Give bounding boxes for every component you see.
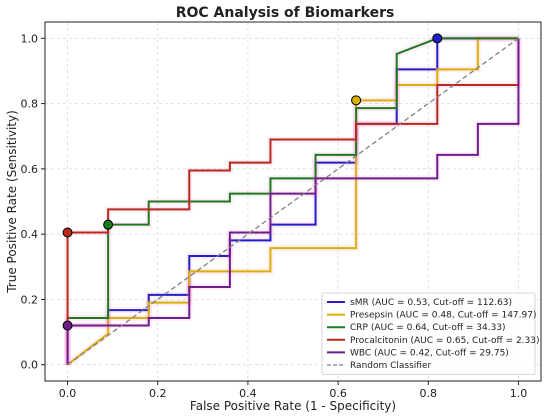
procalcitonin-legend-label: Procalcitonin (AUC = 0.65, Cut-off = 2.3…: [350, 336, 540, 346]
grid-lines: [45, 22, 541, 381]
x-tick-label: 0.6: [329, 387, 347, 400]
x-tick-label: 1.0: [510, 387, 528, 400]
smr-cutoff-point: [432, 33, 443, 44]
x-tick-label: 0.4: [239, 387, 257, 400]
x-tick-label: 0.0: [59, 387, 77, 400]
presepsin-series-line: [66, 37, 519, 366]
plot-frame: [44, 21, 542, 382]
cutoff-points: [62, 33, 443, 331]
random-series-line: [67, 37, 519, 366]
crp-series-line: [66, 37, 519, 365]
x-axis-label: False Positive Rate (1 - Specificity): [190, 399, 396, 413]
wbc-cutoff-point: [62, 320, 73, 331]
x-tick-label: 0.8: [420, 387, 438, 400]
x-tick-label: 0.2: [149, 387, 167, 400]
crp-legend-label: CRP (AUC = 0.64, Cut-off = 34.33): [350, 323, 506, 333]
y-tick-label: 1.0: [21, 32, 39, 45]
legend-box: [321, 292, 536, 375]
wbc-series-line: [66, 38, 520, 365]
presepsin-legend-label: Presepsin (AUC = 0.48, Cut-off = 147.97): [350, 311, 536, 321]
random-legend-label: Random Classifier: [350, 361, 432, 371]
series-lines: [64, 35, 522, 368]
y-tick-label: 0.8: [21, 98, 39, 111]
y-tick-label: 0.2: [21, 293, 39, 306]
y-axis-label: True Positive Rate (Sensitivity): [5, 110, 19, 294]
crp-cutoff-point: [103, 219, 114, 230]
axis-ticks: 0.0 0.2 0.4 0.6 0.8 1.0 0.0 0.2 0.4 0.6 0.8 1.0: [21, 32, 528, 400]
y-tick-label: 0.0: [21, 359, 39, 372]
wbc-legend-label: WBC (AUC = 0.42, Cut-off = 29.75): [350, 348, 509, 358]
legend: sMR (AUC = 0.53, Cut-off = 112.63) Presep…: [321, 292, 540, 375]
presepsin-cutoff-point: [351, 95, 362, 106]
smr-legend-label: sMR (AUC = 0.53, Cut-off = 112.63): [350, 298, 512, 308]
procalcitonin-cutoff-point: [62, 227, 73, 238]
y-tick-label: 0.6: [21, 163, 39, 176]
y-tick-label: 0.4: [21, 228, 39, 241]
chart-title: ROC Analysis of Biomarkers: [176, 5, 395, 21]
